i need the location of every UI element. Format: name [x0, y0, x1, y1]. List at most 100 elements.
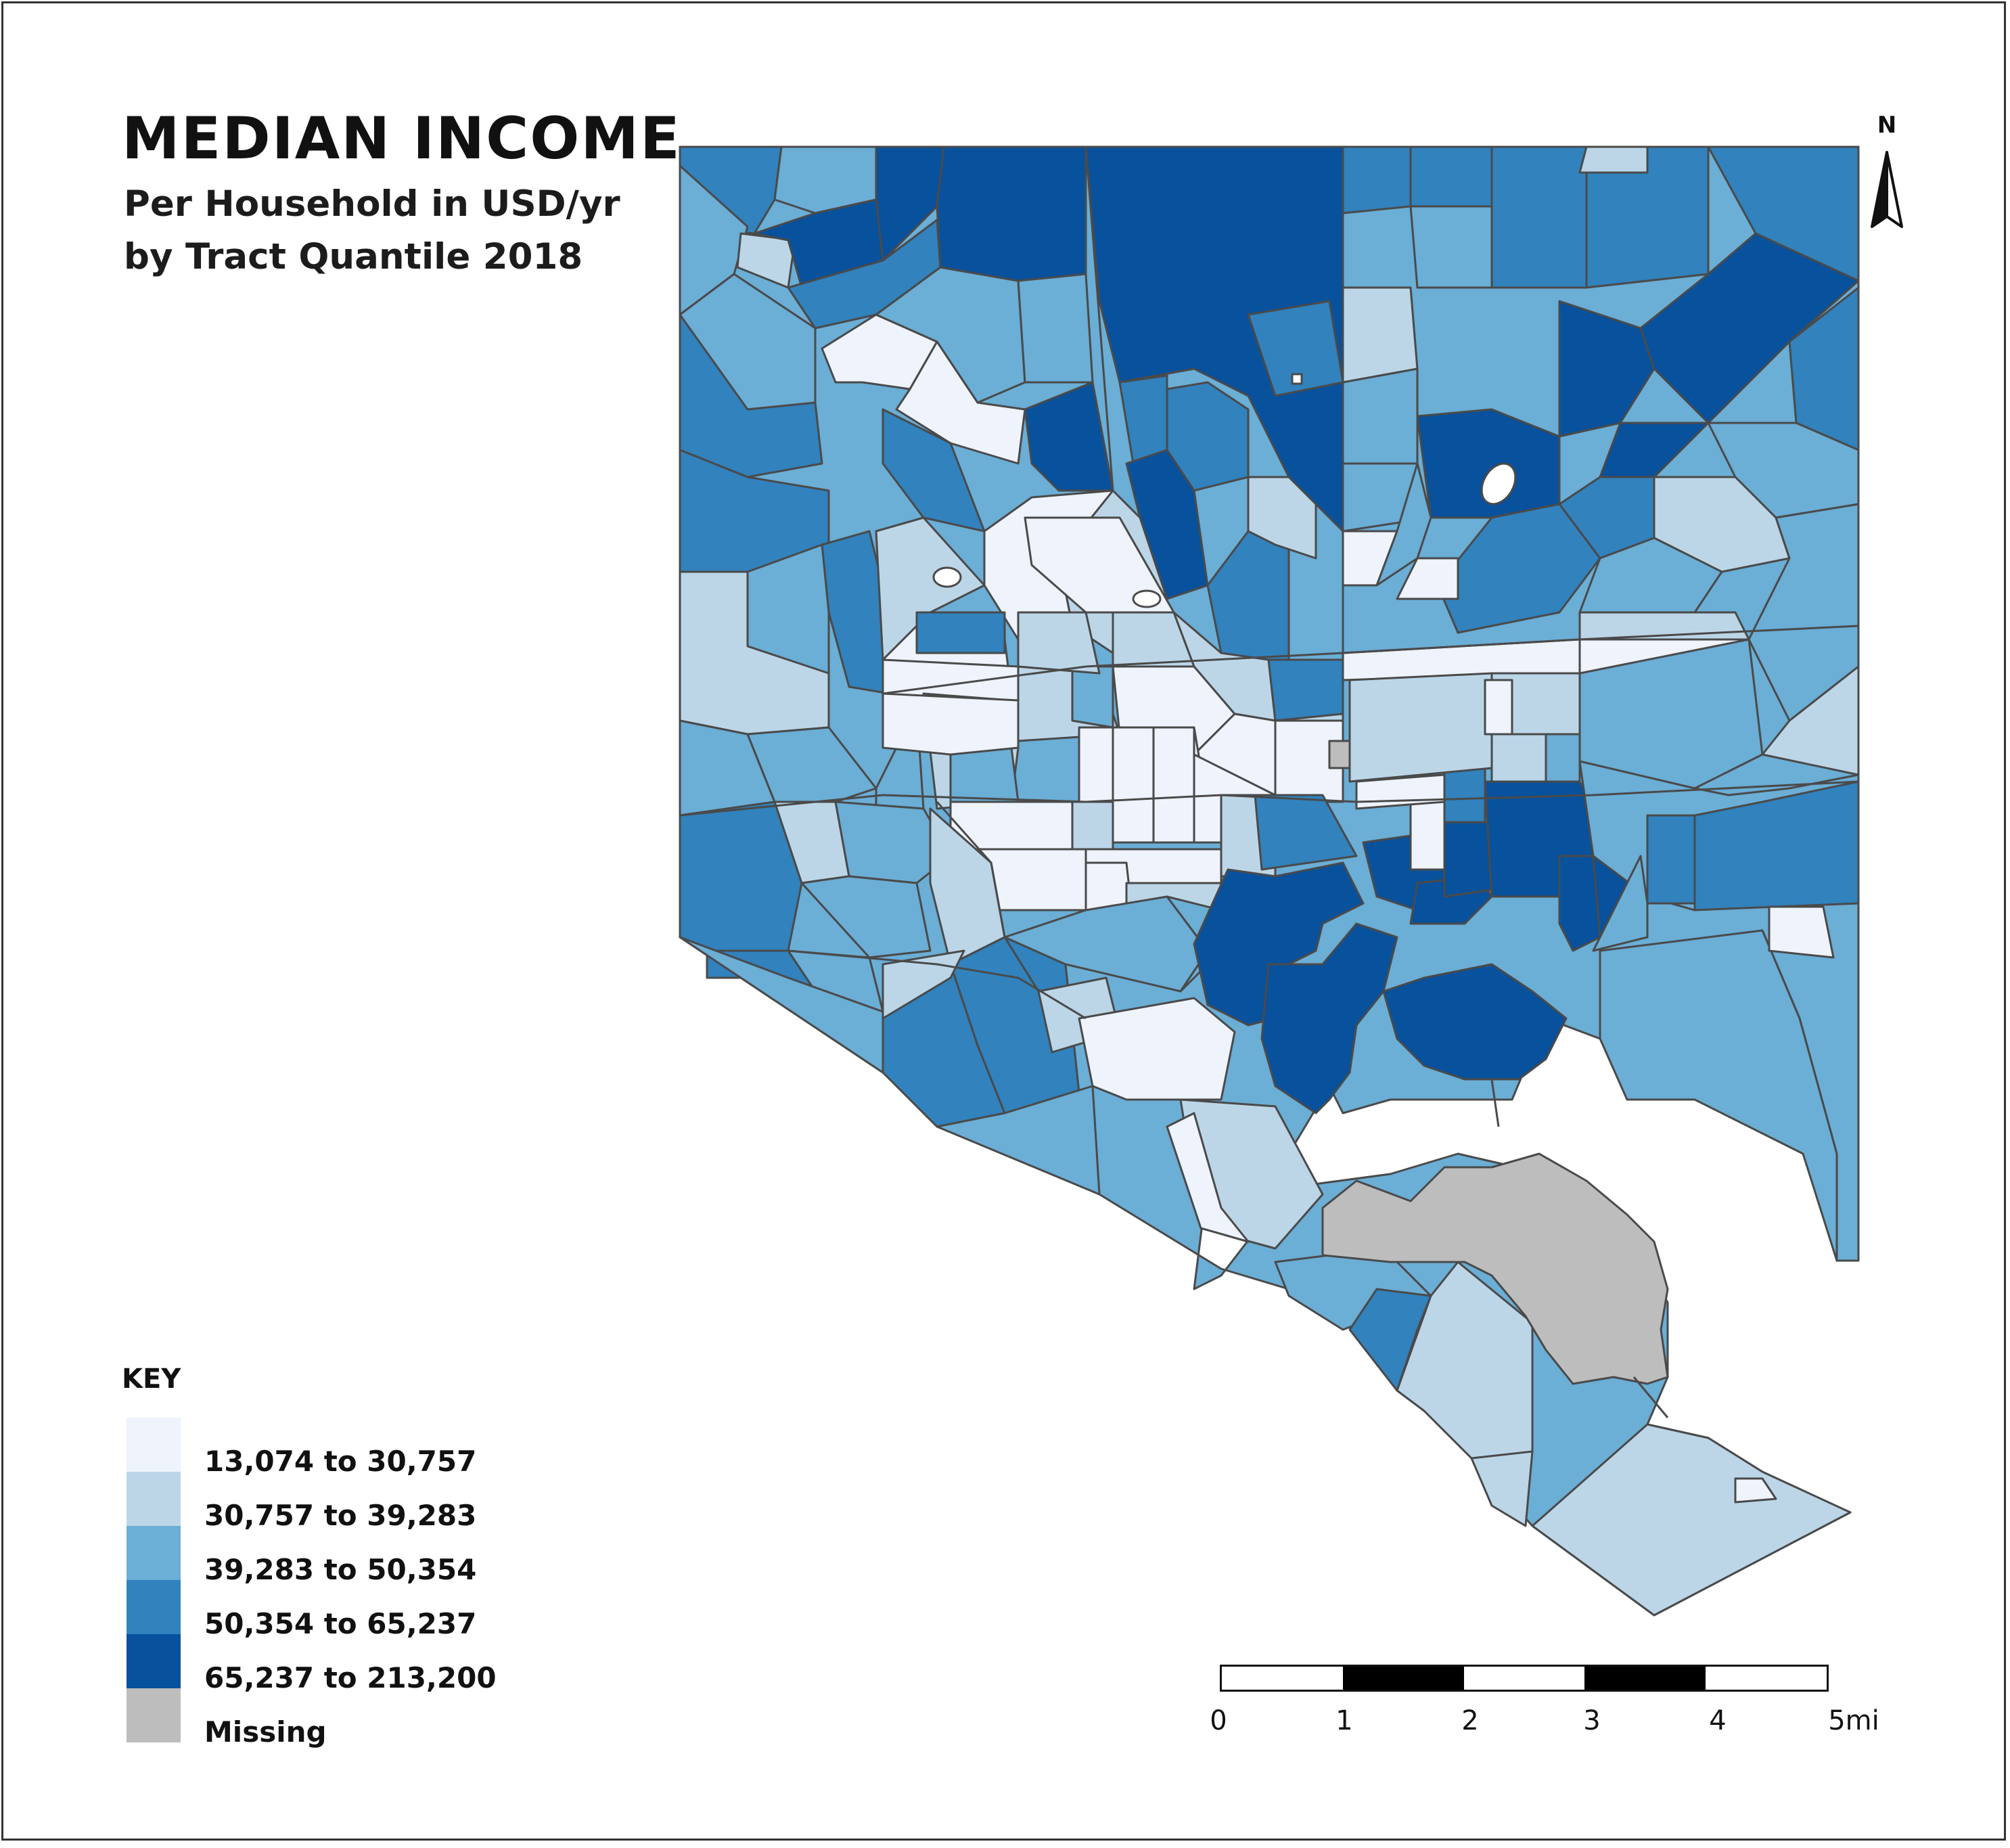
tract	[1152, 726, 1195, 844]
tract	[882, 692, 1020, 756]
tract	[1348, 672, 1493, 783]
tract-missing	[1321, 1152, 1669, 1385]
tract	[1443, 821, 1493, 898]
scale-segment	[1222, 1667, 1343, 1690]
tract	[949, 746, 1020, 803]
legend-label: 50,354 to 65,237	[204, 1607, 477, 1640]
tract	[1254, 794, 1358, 871]
tract	[1166, 1112, 1250, 1243]
tract	[1342, 145, 1412, 215]
scale-label: 0	[1210, 1705, 1227, 1736]
tract	[800, 875, 932, 959]
tract	[1382, 963, 1568, 1081]
tract	[1409, 145, 1493, 208]
legend-swatch	[127, 1580, 181, 1634]
tract	[1375, 462, 1432, 587]
tract	[1071, 665, 1114, 729]
road	[787, 949, 1087, 1020]
tract	[1342, 367, 1419, 465]
road	[679, 780, 1859, 817]
lake	[1480, 462, 1517, 505]
scale-segment	[1463, 1667, 1585, 1690]
tract	[1409, 801, 1446, 871]
tract	[875, 516, 986, 661]
road	[1084, 146, 1114, 491]
tract	[895, 340, 1026, 465]
tract	[1193, 861, 1365, 1027]
tract	[746, 543, 830, 675]
legend-label: 13,074 to 30,757	[204, 1445, 477, 1478]
tract	[1024, 381, 1114, 492]
legend-swatch	[127, 1688, 181, 1742]
scale-segment	[1706, 1667, 1827, 1690]
tract	[1409, 205, 1493, 289]
scale-segment	[1584, 1667, 1706, 1690]
tract	[746, 726, 877, 803]
scale-segment	[1342, 1667, 1464, 1690]
choropleth-map	[679, 145, 1860, 1617]
legend-swatch	[127, 1418, 181, 1472]
scale-label: 5mi	[1828, 1705, 1879, 1736]
tract	[1768, 905, 1835, 959]
tract	[1578, 537, 1723, 614]
tract	[875, 145, 945, 262]
tract	[1531, 1423, 1852, 1617]
tract	[1355, 773, 1446, 810]
tract	[1484, 679, 1513, 736]
tract	[1558, 476, 1655, 560]
tract	[1490, 145, 1588, 289]
tract	[1260, 922, 1398, 1114]
legend-label: 30,757 to 39,283	[204, 1499, 477, 1532]
scale-label: 2	[1461, 1705, 1479, 1736]
legend-title: KEY	[122, 1364, 181, 1395]
tract	[1592, 855, 1649, 952]
tract	[1396, 557, 1459, 600]
lake	[932, 566, 962, 588]
tract	[1112, 726, 1155, 844]
scale-label: 3	[1583, 1705, 1601, 1736]
scale-label: 4	[1709, 1705, 1727, 1736]
scale-label: 1	[1335, 1705, 1353, 1736]
tract	[1443, 767, 1486, 824]
tract	[1247, 476, 1317, 560]
legend-swatch	[127, 1634, 181, 1688]
lake	[1132, 589, 1162, 608]
subtitle-line: Per Household in USD/yr	[124, 183, 620, 225]
subtitle-line: by Tract Quantile 2018	[124, 236, 583, 277]
tract	[1545, 733, 1581, 783]
tract	[1693, 780, 1860, 911]
tract	[1558, 855, 1601, 952]
legend-label: 39,283 to 50,354	[204, 1553, 477, 1586]
tract	[1342, 286, 1419, 384]
tract	[1639, 232, 1860, 424]
tract	[915, 611, 1006, 654]
scale-bar	[1220, 1665, 1829, 1692]
tract	[1470, 1450, 1534, 1527]
tract	[949, 801, 1080, 851]
tract	[1734, 1477, 1777, 1504]
legend-label: Missing	[204, 1715, 327, 1749]
road	[936, 801, 1040, 992]
legend-swatch	[127, 1472, 181, 1526]
map-subtitle: Per Household in USD/yr by Tract Quantil…	[124, 178, 620, 284]
tract	[1267, 658, 1344, 722]
legend-swatch	[127, 1526, 181, 1580]
tract	[1078, 997, 1236, 1101]
lake	[1291, 373, 1303, 385]
tract	[882, 408, 986, 533]
tract	[936, 145, 1087, 289]
tract	[1071, 801, 1114, 851]
legend-label: 65,237 to 213,200	[204, 1661, 497, 1694]
road	[1490, 1079, 1500, 1127]
tract	[1646, 814, 1696, 905]
north-arrow-icon	[1871, 151, 1903, 228]
tract	[882, 949, 965, 1020]
tract	[1017, 611, 1101, 675]
tract	[1017, 273, 1094, 384]
map-title: MEDIAN INCOME	[122, 105, 681, 173]
tract	[1599, 929, 1838, 1262]
road	[1632, 1376, 1669, 1418]
north-label: N	[1877, 112, 1897, 139]
tract	[1558, 300, 1655, 438]
